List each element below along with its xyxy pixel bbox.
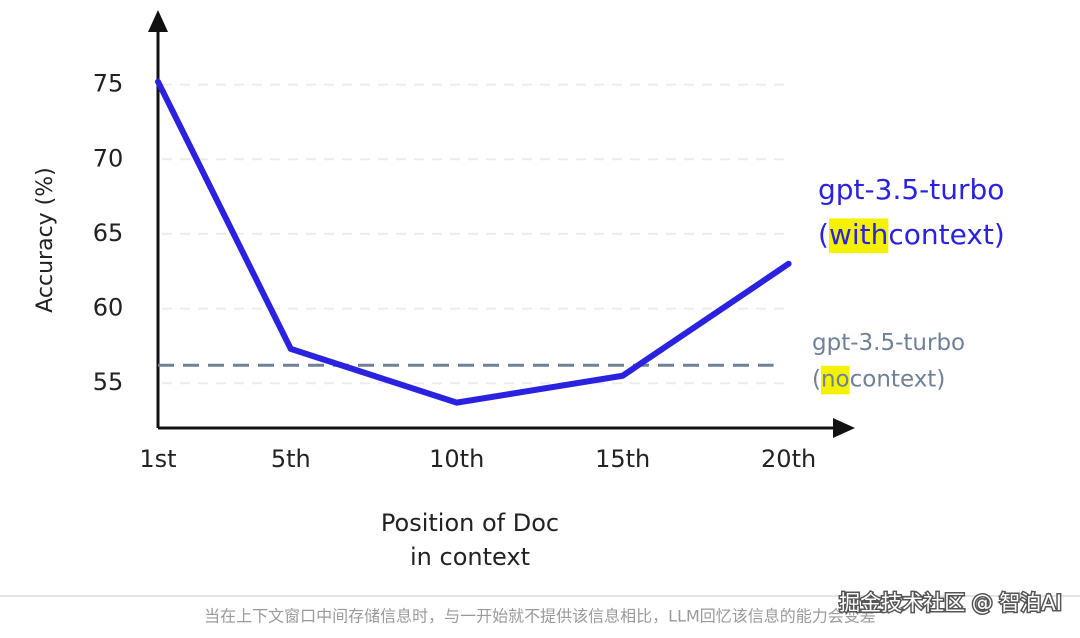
- series-label: gpt-3.5-turbo: [818, 173, 1004, 206]
- series-label: (: [812, 367, 821, 393]
- caption: 当在上下文窗口中间存储信息时，与一开始就不提供该信息相比，LLM回忆该信息的能力…: [204, 607, 876, 626]
- data-line: [155, 78, 792, 406]
- series-label: context): [850, 367, 946, 393]
- x-axis-label: Position of Doc: [381, 509, 559, 537]
- y-tick-label: 75: [93, 70, 124, 98]
- y-axis-label: Accuracy (%): [33, 167, 58, 313]
- x-tick-label: 10th: [429, 445, 484, 473]
- y-tick-label: 60: [93, 294, 124, 322]
- x-tick-label: 15th: [595, 445, 650, 473]
- y-tick-label: 70: [93, 144, 124, 172]
- series-label: (: [818, 218, 829, 251]
- x-tick-label: 5th: [271, 445, 311, 473]
- watermark: 掘金技术社区 @ 智泊AI: [839, 591, 1062, 615]
- series-label: gpt-3.5-turbo: [812, 330, 965, 356]
- highlight: [828, 218, 889, 254]
- series-label: context): [888, 218, 1004, 251]
- x-tick-label: 20th: [761, 445, 816, 473]
- x-tick-label: 1st: [139, 445, 176, 473]
- series-label: with: [829, 218, 888, 251]
- y-axis-arrow: [148, 10, 168, 32]
- y-tick-label: 55: [93, 368, 124, 396]
- y-tick-label: 65: [93, 219, 124, 247]
- series-label: no: [821, 367, 850, 393]
- highlight: [820, 365, 850, 395]
- x-axis-arrow: [833, 418, 855, 438]
- x-axis-label: in context: [410, 543, 530, 571]
